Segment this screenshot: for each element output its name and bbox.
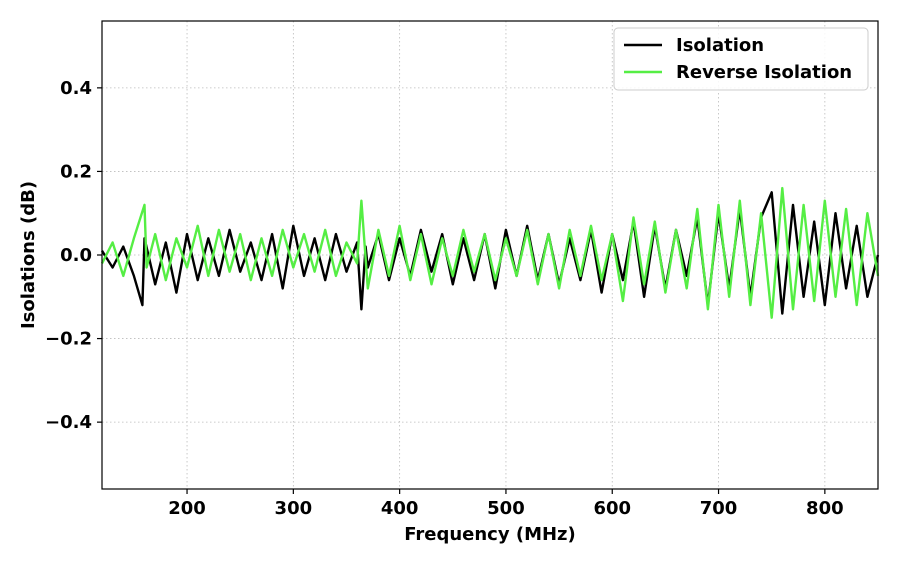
legend-label: Reverse Isolation (676, 62, 852, 83)
y-tick-label: 0.0 (60, 245, 92, 266)
x-tick-label: 400 (381, 498, 419, 519)
legend-label: Isolation (676, 35, 764, 56)
x-axis-label: Frequency (MHz) (404, 524, 576, 545)
y-tick-label: 0.2 (60, 161, 92, 182)
series-line-1 (100, 186, 880, 319)
legend-box (613, 27, 869, 91)
series-layer (100, 186, 880, 319)
y-axis: −0.4 −0.2 0.0 0.2 0.4 (45, 78, 102, 433)
x-tick-label: 700 (700, 498, 738, 519)
legend: Isolation Reverse Isolation (613, 27, 869, 91)
x-tick-label: 600 (593, 498, 631, 519)
y-tick-label: −0.4 (45, 412, 92, 433)
x-tick-label: 300 (275, 498, 313, 519)
x-tick-label: 200 (168, 498, 206, 519)
y-tick-label: −0.2 (45, 329, 92, 350)
x-tick-label: 500 (487, 498, 525, 519)
y-axis-label: Isolations (dB) (18, 181, 39, 329)
x-axis: 200 300 400 500 600 700 800 (168, 489, 844, 519)
x-tick-label: 800 (806, 498, 844, 519)
y-tick-label: 0.4 (60, 78, 92, 99)
